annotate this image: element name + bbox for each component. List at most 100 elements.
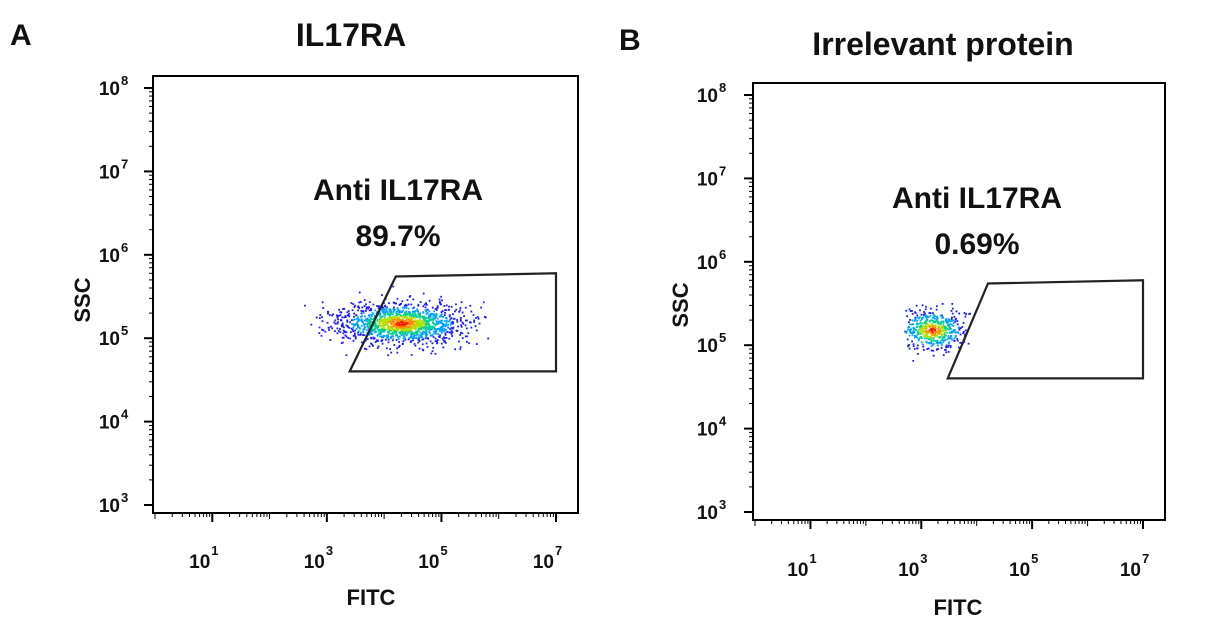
event-dot — [912, 323, 915, 326]
event-dot — [448, 315, 451, 318]
event-dot — [398, 311, 400, 314]
event-dot — [382, 336, 385, 339]
event-dot — [919, 330, 922, 333]
event-dot — [465, 340, 468, 343]
event-dot — [926, 323, 928, 326]
event-dot — [370, 309, 373, 311]
event-dot — [373, 317, 375, 320]
event-dot — [364, 326, 367, 329]
event-dot — [369, 322, 372, 325]
event-dot — [431, 306, 434, 309]
event-dot — [940, 339, 943, 341]
event-dot — [342, 326, 345, 329]
event-dot — [417, 341, 420, 344]
event-dot — [419, 318, 422, 321]
event-dot — [396, 312, 398, 315]
event-dot — [965, 313, 967, 316]
event-dot — [950, 309, 953, 312]
gate-polygon[interactable] — [946, 279, 1145, 380]
event-dot — [363, 299, 366, 302]
event-dot — [422, 330, 424, 333]
event-dot — [921, 318, 923, 320]
event-dot — [943, 335, 946, 338]
event-dot — [964, 315, 967, 318]
event-dot — [350, 302, 353, 304]
event-dot — [433, 328, 436, 331]
event-dot — [444, 325, 447, 327]
event-dot — [910, 328, 912, 331]
event-dot — [933, 328, 936, 331]
event-dot — [914, 316, 917, 319]
event-dot — [459, 334, 462, 336]
event-dot — [425, 327, 427, 330]
event-dot — [955, 334, 957, 337]
event-dot — [922, 329, 925, 332]
event-dot — [930, 334, 933, 337]
event-dot — [440, 303, 442, 306]
event-dot — [324, 330, 327, 333]
event-dot — [409, 341, 412, 344]
event-dot — [926, 325, 929, 328]
event-dot — [453, 317, 456, 320]
event-dot — [426, 320, 429, 322]
event-dot — [405, 316, 408, 318]
event-dot — [433, 314, 436, 317]
event-dot — [455, 329, 458, 332]
event-dot — [441, 330, 444, 332]
event-dot — [934, 339, 937, 342]
event-dot — [394, 318, 397, 321]
event-dot — [403, 316, 406, 319]
event-dot — [442, 324, 444, 327]
event-dot — [922, 327, 925, 330]
event-dot — [391, 322, 394, 325]
event-dot — [440, 321, 442, 324]
event-dot — [940, 344, 943, 347]
event-dot — [454, 348, 457, 351]
event-dot — [440, 326, 443, 329]
event-dot — [402, 335, 405, 337]
y-tick-label: 10 — [99, 496, 120, 517]
event-dot — [429, 340, 432, 343]
event-dot — [450, 327, 453, 329]
event-dot — [946, 328, 949, 331]
event-dot — [925, 329, 928, 332]
event-dot — [368, 315, 371, 318]
event-dot — [446, 331, 449, 333]
event-dot — [925, 340, 928, 343]
event-dot — [420, 328, 422, 331]
event-dot — [914, 318, 917, 321]
event-dot — [406, 299, 409, 301]
event-dot — [941, 330, 944, 333]
event-dot — [424, 333, 427, 335]
event-dot — [361, 315, 363, 317]
event-dot — [422, 311, 425, 314]
event-dot — [389, 348, 392, 350]
event-dot — [398, 324, 401, 326]
y-tick-exponent: 5 — [719, 330, 726, 345]
event-dot — [440, 342, 443, 345]
event-dot — [371, 343, 374, 346]
event-dot — [358, 319, 360, 322]
event-dot — [393, 344, 396, 346]
event-dot — [404, 312, 406, 315]
event-dot — [928, 330, 931, 333]
event-dot — [319, 314, 322, 316]
gate-polygon[interactable] — [347, 272, 558, 373]
event-dot — [432, 316, 435, 319]
event-dot — [348, 326, 351, 329]
event-dot — [948, 336, 951, 339]
event-dot — [905, 331, 908, 334]
event-dot — [447, 308, 450, 311]
event-dot — [358, 307, 361, 309]
event-dot — [375, 325, 378, 328]
event-dot — [318, 332, 321, 334]
x-tick-exponent: 3 — [326, 543, 333, 558]
event-dot — [438, 300, 441, 303]
x-tick-exponent: 1 — [211, 543, 218, 558]
event-dot — [444, 341, 447, 344]
event-dot — [350, 319, 353, 322]
panel-a-letter: A — [10, 19, 32, 52]
event-dot — [934, 321, 937, 324]
event-dot — [353, 324, 355, 327]
event-dot — [379, 335, 381, 338]
